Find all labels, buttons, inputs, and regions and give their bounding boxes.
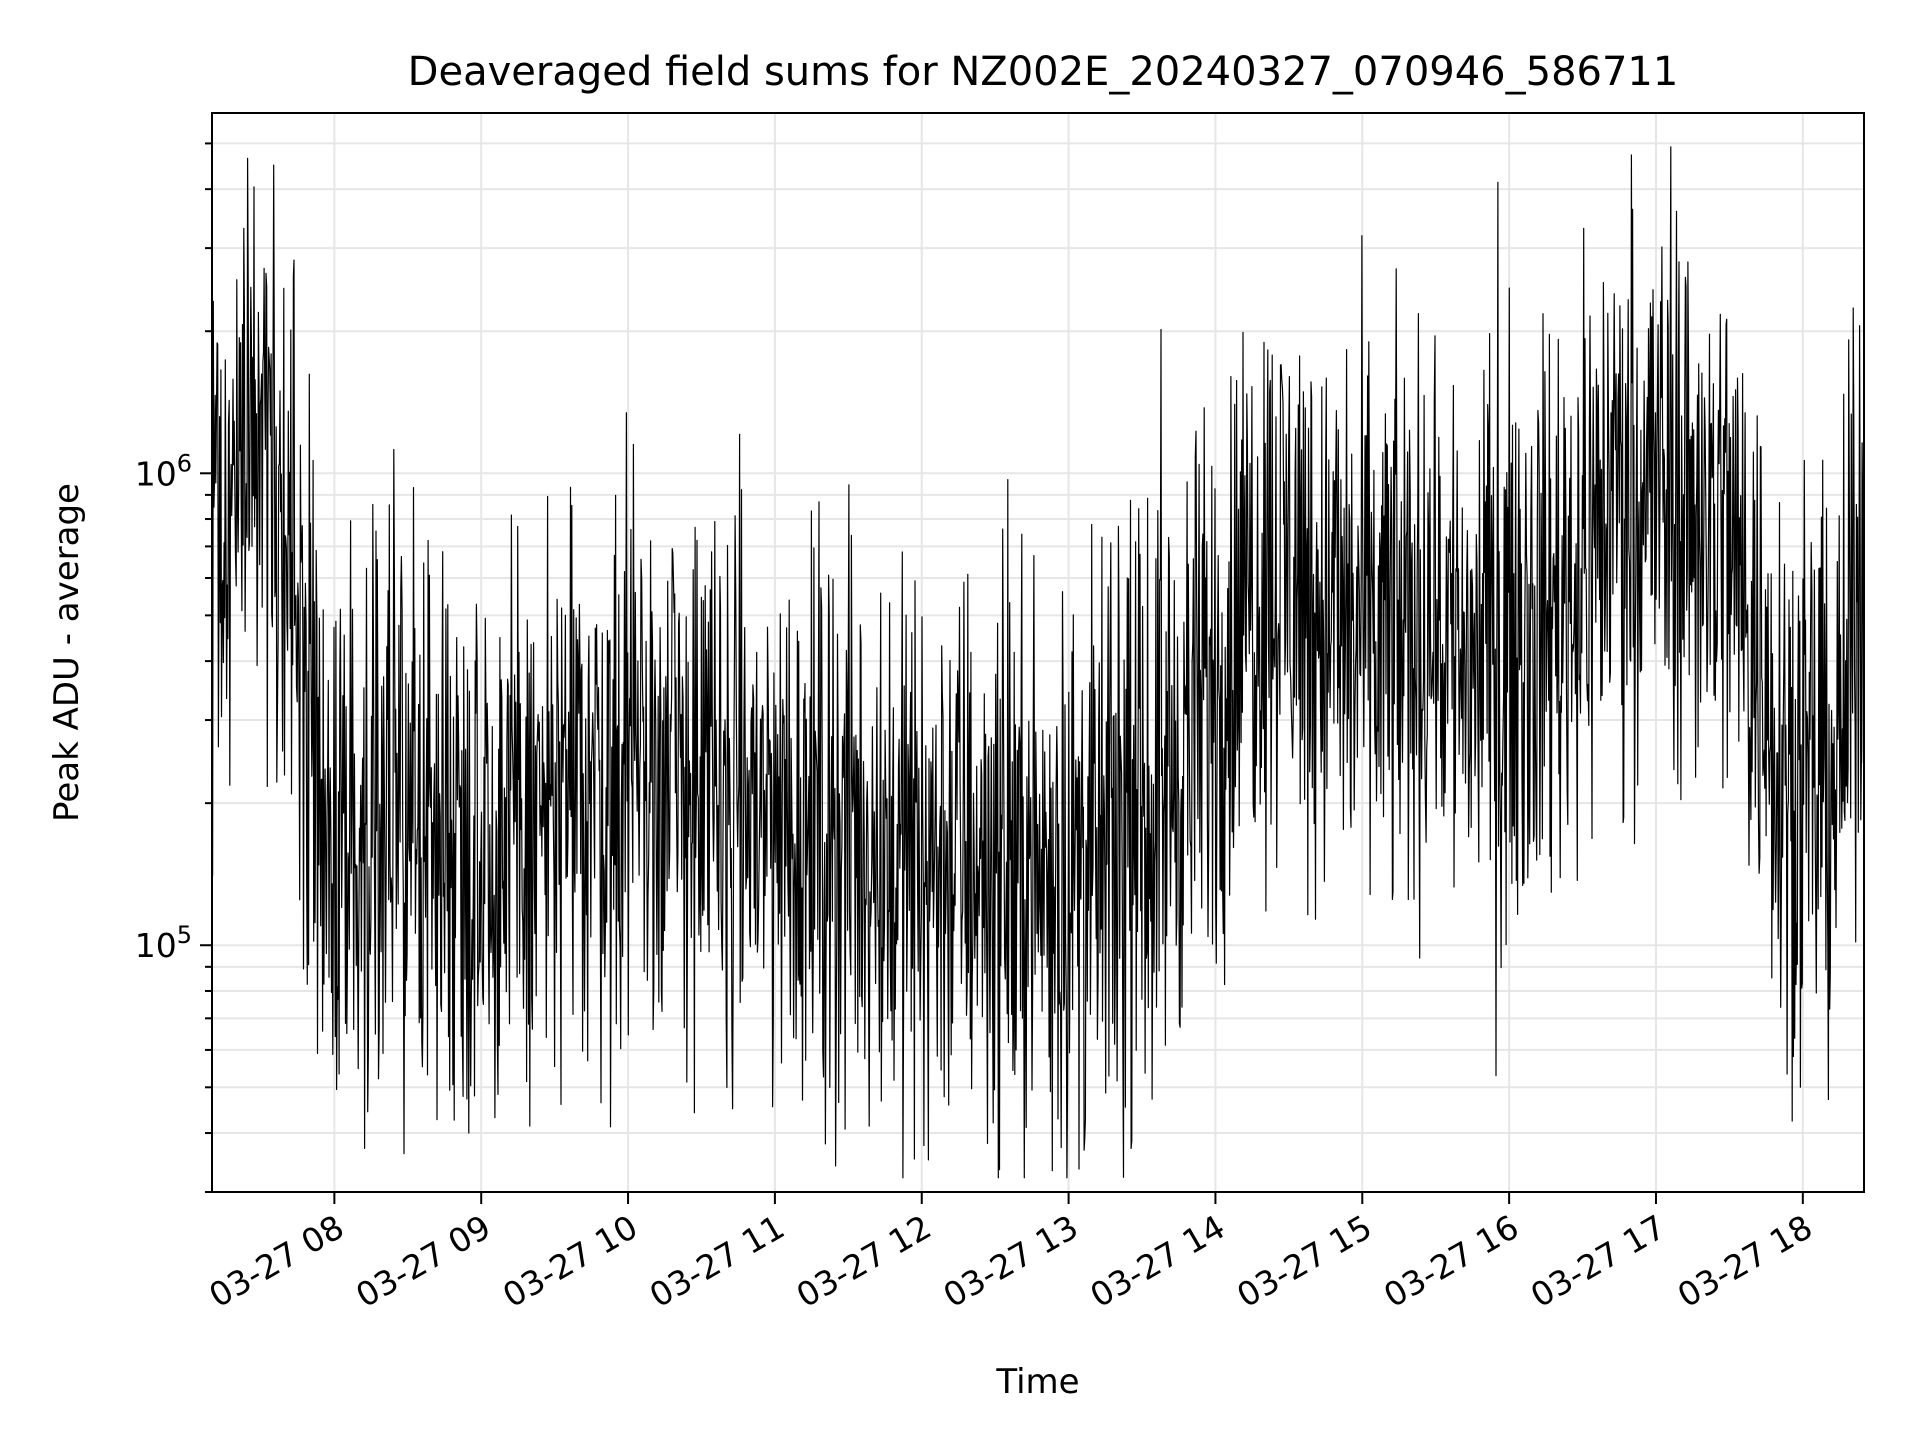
y-axis-label: Peak ADU - average xyxy=(47,483,87,822)
plot-frame xyxy=(211,112,1865,1193)
series-line xyxy=(211,146,1865,1179)
x-tick-label: 03-27 08 xyxy=(202,1207,350,1315)
x-tick-label: 03-27 13 xyxy=(937,1207,1085,1315)
x-tick-label: 03-27 14 xyxy=(1083,1207,1231,1315)
x-tick-label: 03-27 17 xyxy=(1524,1207,1672,1315)
x-axis-label: Time xyxy=(995,1362,1079,1402)
grid xyxy=(212,113,1864,1193)
y-tick-label: 105 xyxy=(135,921,192,965)
x-tick-label: 03-27 16 xyxy=(1377,1207,1525,1315)
y-ticks: 105 106 xyxy=(135,142,212,1193)
x-tick-label: 03-27 11 xyxy=(643,1207,791,1315)
x-tick-label: 03-27 18 xyxy=(1671,1207,1819,1315)
x-tick-label: 03-27 10 xyxy=(496,1207,644,1315)
x-tick-label: 03-27 12 xyxy=(790,1207,938,1315)
x-tick-label: 03-27 09 xyxy=(349,1207,497,1315)
y-tick-label: 106 xyxy=(135,449,192,493)
series-layer xyxy=(211,146,1865,1179)
x-tick-label: 03-27 15 xyxy=(1230,1207,1378,1315)
chart-title: Deaveraged field sums for NZ002E_2024032… xyxy=(408,49,1679,95)
